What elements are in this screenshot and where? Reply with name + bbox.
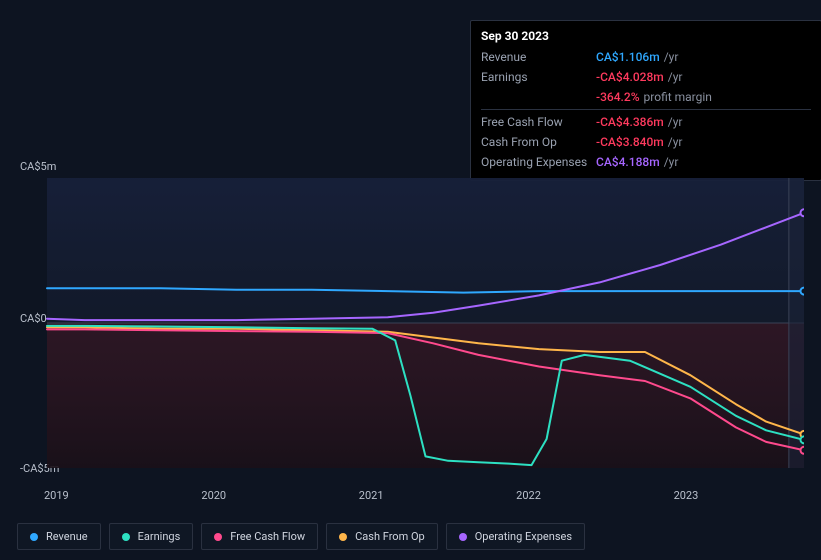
- legend-item-revenue[interactable]: Revenue: [17, 523, 101, 550]
- tooltip-rows: RevenueCA$1.106m/yrEarnings-CA$4.028m/yr…: [481, 47, 811, 172]
- tooltip-row-label: Free Cash Flow: [481, 113, 596, 131]
- chart-panel: Sep 30 2023 RevenueCA$1.106m/yrEarnings-…: [0, 0, 821, 560]
- legend-item-fcf[interactable]: Free Cash Flow: [201, 523, 318, 550]
- tooltip-row-value: -CA$4.386m: [596, 113, 664, 131]
- tooltip-row-label: Earnings: [481, 68, 596, 86]
- chart-tooltip: Sep 30 2023 RevenueCA$1.106m/yrEarnings-…: [470, 20, 821, 181]
- legend-item-opex[interactable]: Operating Expenses: [446, 523, 585, 550]
- legend-label: Earnings: [138, 530, 181, 543]
- tooltip-row-profit-margin: -364.2%profit margin: [481, 87, 811, 107]
- tooltip-row-unit: /yr: [668, 68, 683, 86]
- tooltip-row-unit: profit margin: [644, 88, 712, 106]
- legend-dot-icon: [339, 533, 347, 541]
- tooltip-row-label: Cash From Op: [481, 133, 596, 151]
- legend-label: Operating Expenses: [475, 530, 572, 543]
- legend-label: Free Cash Flow: [230, 530, 305, 543]
- tooltip-row-cfo: Cash From Op-CA$3.840m/yr: [481, 132, 811, 152]
- tooltip-row-fcf: Free Cash Flow-CA$4.386m/yr: [481, 109, 811, 132]
- x-tick-2022: 2022: [516, 489, 541, 502]
- tooltip-row-unit: /yr: [668, 113, 683, 131]
- legend-dot-icon: [214, 533, 222, 541]
- tooltip-row-earnings: Earnings-CA$4.028m/yr: [481, 67, 811, 87]
- x-tick-2019: 2019: [44, 489, 69, 502]
- tooltip-row-unit: /yr: [664, 48, 679, 66]
- tooltip-date: Sep 30 2023: [481, 27, 811, 47]
- x-tick-2023: 2023: [674, 489, 699, 502]
- chart-plot[interactable]: [17, 160, 804, 480]
- legend: Revenue Earnings Free Cash Flow Cash From O…: [17, 523, 585, 550]
- tooltip-row-value: CA$1.106m: [596, 48, 660, 66]
- tooltip-row-value: -CA$4.028m: [596, 68, 664, 86]
- tooltip-row-value: -364.2%: [596, 88, 640, 106]
- legend-label: Revenue: [46, 530, 88, 543]
- tooltip-row-unit: /yr: [668, 133, 683, 151]
- legend-item-cfo[interactable]: Cash From Op: [326, 523, 438, 550]
- legend-label: Cash From Op: [355, 530, 425, 543]
- tooltip-row-label: Revenue: [481, 48, 596, 66]
- legend-dot-icon: [30, 533, 38, 541]
- x-tick-2020: 2020: [201, 489, 226, 502]
- chart-svg: [17, 160, 804, 480]
- legend-item-earnings[interactable]: Earnings: [109, 523, 194, 550]
- tooltip-row-revenue: RevenueCA$1.106m/yr: [481, 47, 811, 67]
- x-tick-2021: 2021: [359, 489, 384, 502]
- legend-dot-icon: [459, 533, 467, 541]
- legend-dot-icon: [122, 533, 130, 541]
- tooltip-row-value: -CA$3.840m: [596, 133, 664, 151]
